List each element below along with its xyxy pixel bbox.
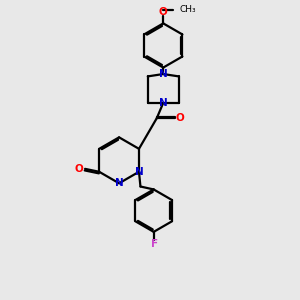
Text: O: O [75,164,83,174]
Text: CH₃: CH₃ [180,5,196,14]
Text: O: O [176,113,185,123]
Text: N: N [159,98,168,108]
Text: O: O [159,7,168,16]
Text: N: N [159,69,168,79]
Text: N: N [115,178,124,188]
Text: F: F [151,239,158,249]
Text: N: N [135,167,143,177]
